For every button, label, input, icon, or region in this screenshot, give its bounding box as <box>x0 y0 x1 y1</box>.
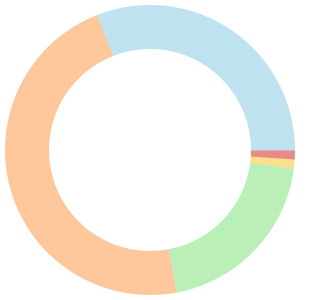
donut-slice <box>97 4 296 151</box>
donut-slice <box>250 150 295 160</box>
chart <box>4 4 296 296</box>
donut-slice <box>4 14 177 296</box>
donut-slice <box>168 163 294 293</box>
page: (() => { const data = JSON.parse(documen… <box>4 4 296 296</box>
donut-slice <box>250 156 295 169</box>
